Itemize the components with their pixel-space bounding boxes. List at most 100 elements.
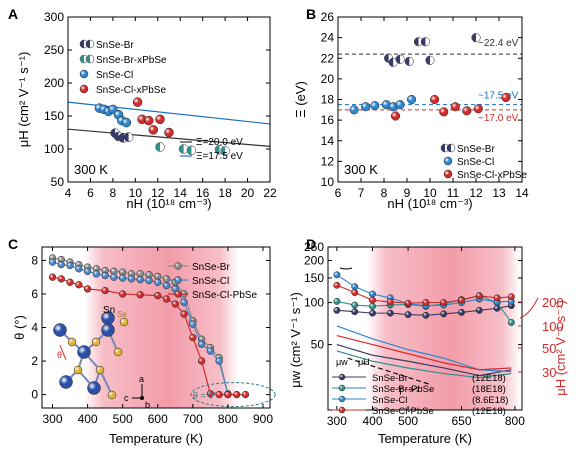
x-tick-label: 18: [218, 186, 232, 200]
data-point: [121, 117, 132, 128]
se-atom: [91, 337, 101, 347]
data-point: [154, 291, 162, 300]
x-tick-label: 22: [263, 186, 277, 200]
data-point: [388, 57, 398, 67]
x-tick-label: 600: [148, 412, 168, 426]
data-point: [206, 390, 215, 398]
mu-h-line: [336, 344, 512, 377]
marker-half: [114, 131, 119, 141]
data-point: [155, 142, 165, 152]
marker-half: [404, 57, 410, 66]
plot-frame: [327, 246, 523, 411]
data-point: [57, 275, 65, 283]
x-tick-label: 800: [218, 412, 238, 426]
legend-label: SnSe-Br-PbSe: [372, 384, 434, 395]
right-y-tick-label: 100: [542, 319, 564, 334]
legend-label: SnSe-Cl-PbSe: [372, 406, 434, 417]
data-point: [475, 292, 483, 300]
data-point: [155, 114, 165, 125]
marker-half: [421, 37, 426, 47]
axis-b-label: b: [145, 400, 150, 410]
x-axis-label: Temperature (K): [109, 431, 203, 446]
data-point: [241, 390, 250, 399]
x-tick-label: 9: [404, 186, 411, 200]
legend-label: SnSe-Cl: [457, 157, 494, 168]
legend-header: μH: [358, 357, 370, 367]
phase-transition-shade: [367, 247, 521, 410]
data-point: [450, 102, 460, 112]
x-tick-label: 500: [113, 412, 133, 426]
y-tick-label: 50: [51, 175, 65, 189]
y-tick-label: 150: [44, 109, 64, 123]
legend-marker: [174, 262, 182, 270]
y-tick-label: 200: [44, 76, 64, 90]
data-point: [507, 319, 515, 326]
marker-half: [155, 142, 161, 152]
marker-half: [124, 132, 129, 142]
data-point: [413, 37, 424, 47]
y-tick-label: 4: [31, 321, 38, 335]
data-point: [425, 55, 435, 65]
data-point: [127, 275, 136, 283]
y-tick-label: 250: [44, 43, 64, 57]
axis-a-label: a: [139, 374, 144, 384]
right-y-tick-label: 200: [542, 295, 564, 310]
data-point: [75, 281, 83, 289]
data-point: [178, 144, 189, 154]
fit-line: [67, 128, 271, 147]
data-point: [369, 296, 376, 304]
x-tick-label: 10: [423, 186, 437, 200]
x-tick-label: 14: [515, 186, 529, 200]
x-tick-label: 650: [451, 414, 471, 428]
axis-origin: [140, 396, 144, 400]
x-tick-label: 6: [335, 186, 342, 200]
x-axis-label: Temperature (K): [378, 431, 472, 446]
legend-label: SnSe-Br: [372, 373, 408, 384]
legend-label: SnSe-Cl: [372, 395, 407, 406]
legend-marker: [338, 384, 346, 392]
y-tick-label: 100: [304, 296, 324, 310]
x-tick-label: 8: [381, 186, 388, 200]
sn-atom: [77, 345, 91, 359]
reference-label: ~17.5 eV: [478, 91, 519, 102]
axis-c-label: c: [124, 393, 129, 403]
legend-marker: [85, 54, 95, 64]
legend-label: SnSe-Br-xPbSe: [96, 55, 167, 66]
data-point: [189, 333, 197, 342]
y-tick-label: 14: [321, 134, 335, 148]
data-point: [180, 298, 188, 306]
legend-marker: [443, 156, 453, 166]
y-tick-label: 0: [31, 388, 38, 402]
y-tick-label: 100: [44, 142, 64, 156]
data-point: [180, 310, 188, 318]
y-tick-label: 50: [311, 338, 325, 352]
sn-label: Sn: [103, 305, 115, 316]
y-axis-label: θ (°): [12, 315, 27, 340]
x-tick-label: 14: [174, 186, 188, 200]
legend-marker: [79, 84, 89, 94]
data-point: [57, 260, 65, 269]
marker-half: [384, 53, 389, 63]
data-point: [83, 267, 92, 275]
data-point: [386, 298, 394, 306]
legend-label: SnSe-Cl-xPbSe: [457, 170, 527, 181]
data-point: [370, 101, 380, 111]
marker-half: [471, 33, 476, 42]
data-point: [420, 37, 430, 47]
legend-label: SnSe-Cl-PbSe: [192, 290, 257, 301]
legend-note: (12E18): [472, 406, 506, 417]
data-point: [123, 132, 134, 142]
x-tick-label: 400: [78, 412, 98, 426]
data-point: [215, 390, 223, 399]
data-point: [189, 320, 197, 328]
marker-half: [425, 56, 430, 65]
data-point: [351, 283, 359, 291]
data-point: [422, 311, 430, 319]
legend-note: (8.6E18): [472, 395, 508, 406]
data-point: [145, 276, 153, 285]
legend-label: SnSe-Cl: [192, 276, 229, 287]
marker-half: [186, 145, 192, 155]
marker-half: [86, 40, 90, 48]
legend-marker: [79, 54, 89, 64]
